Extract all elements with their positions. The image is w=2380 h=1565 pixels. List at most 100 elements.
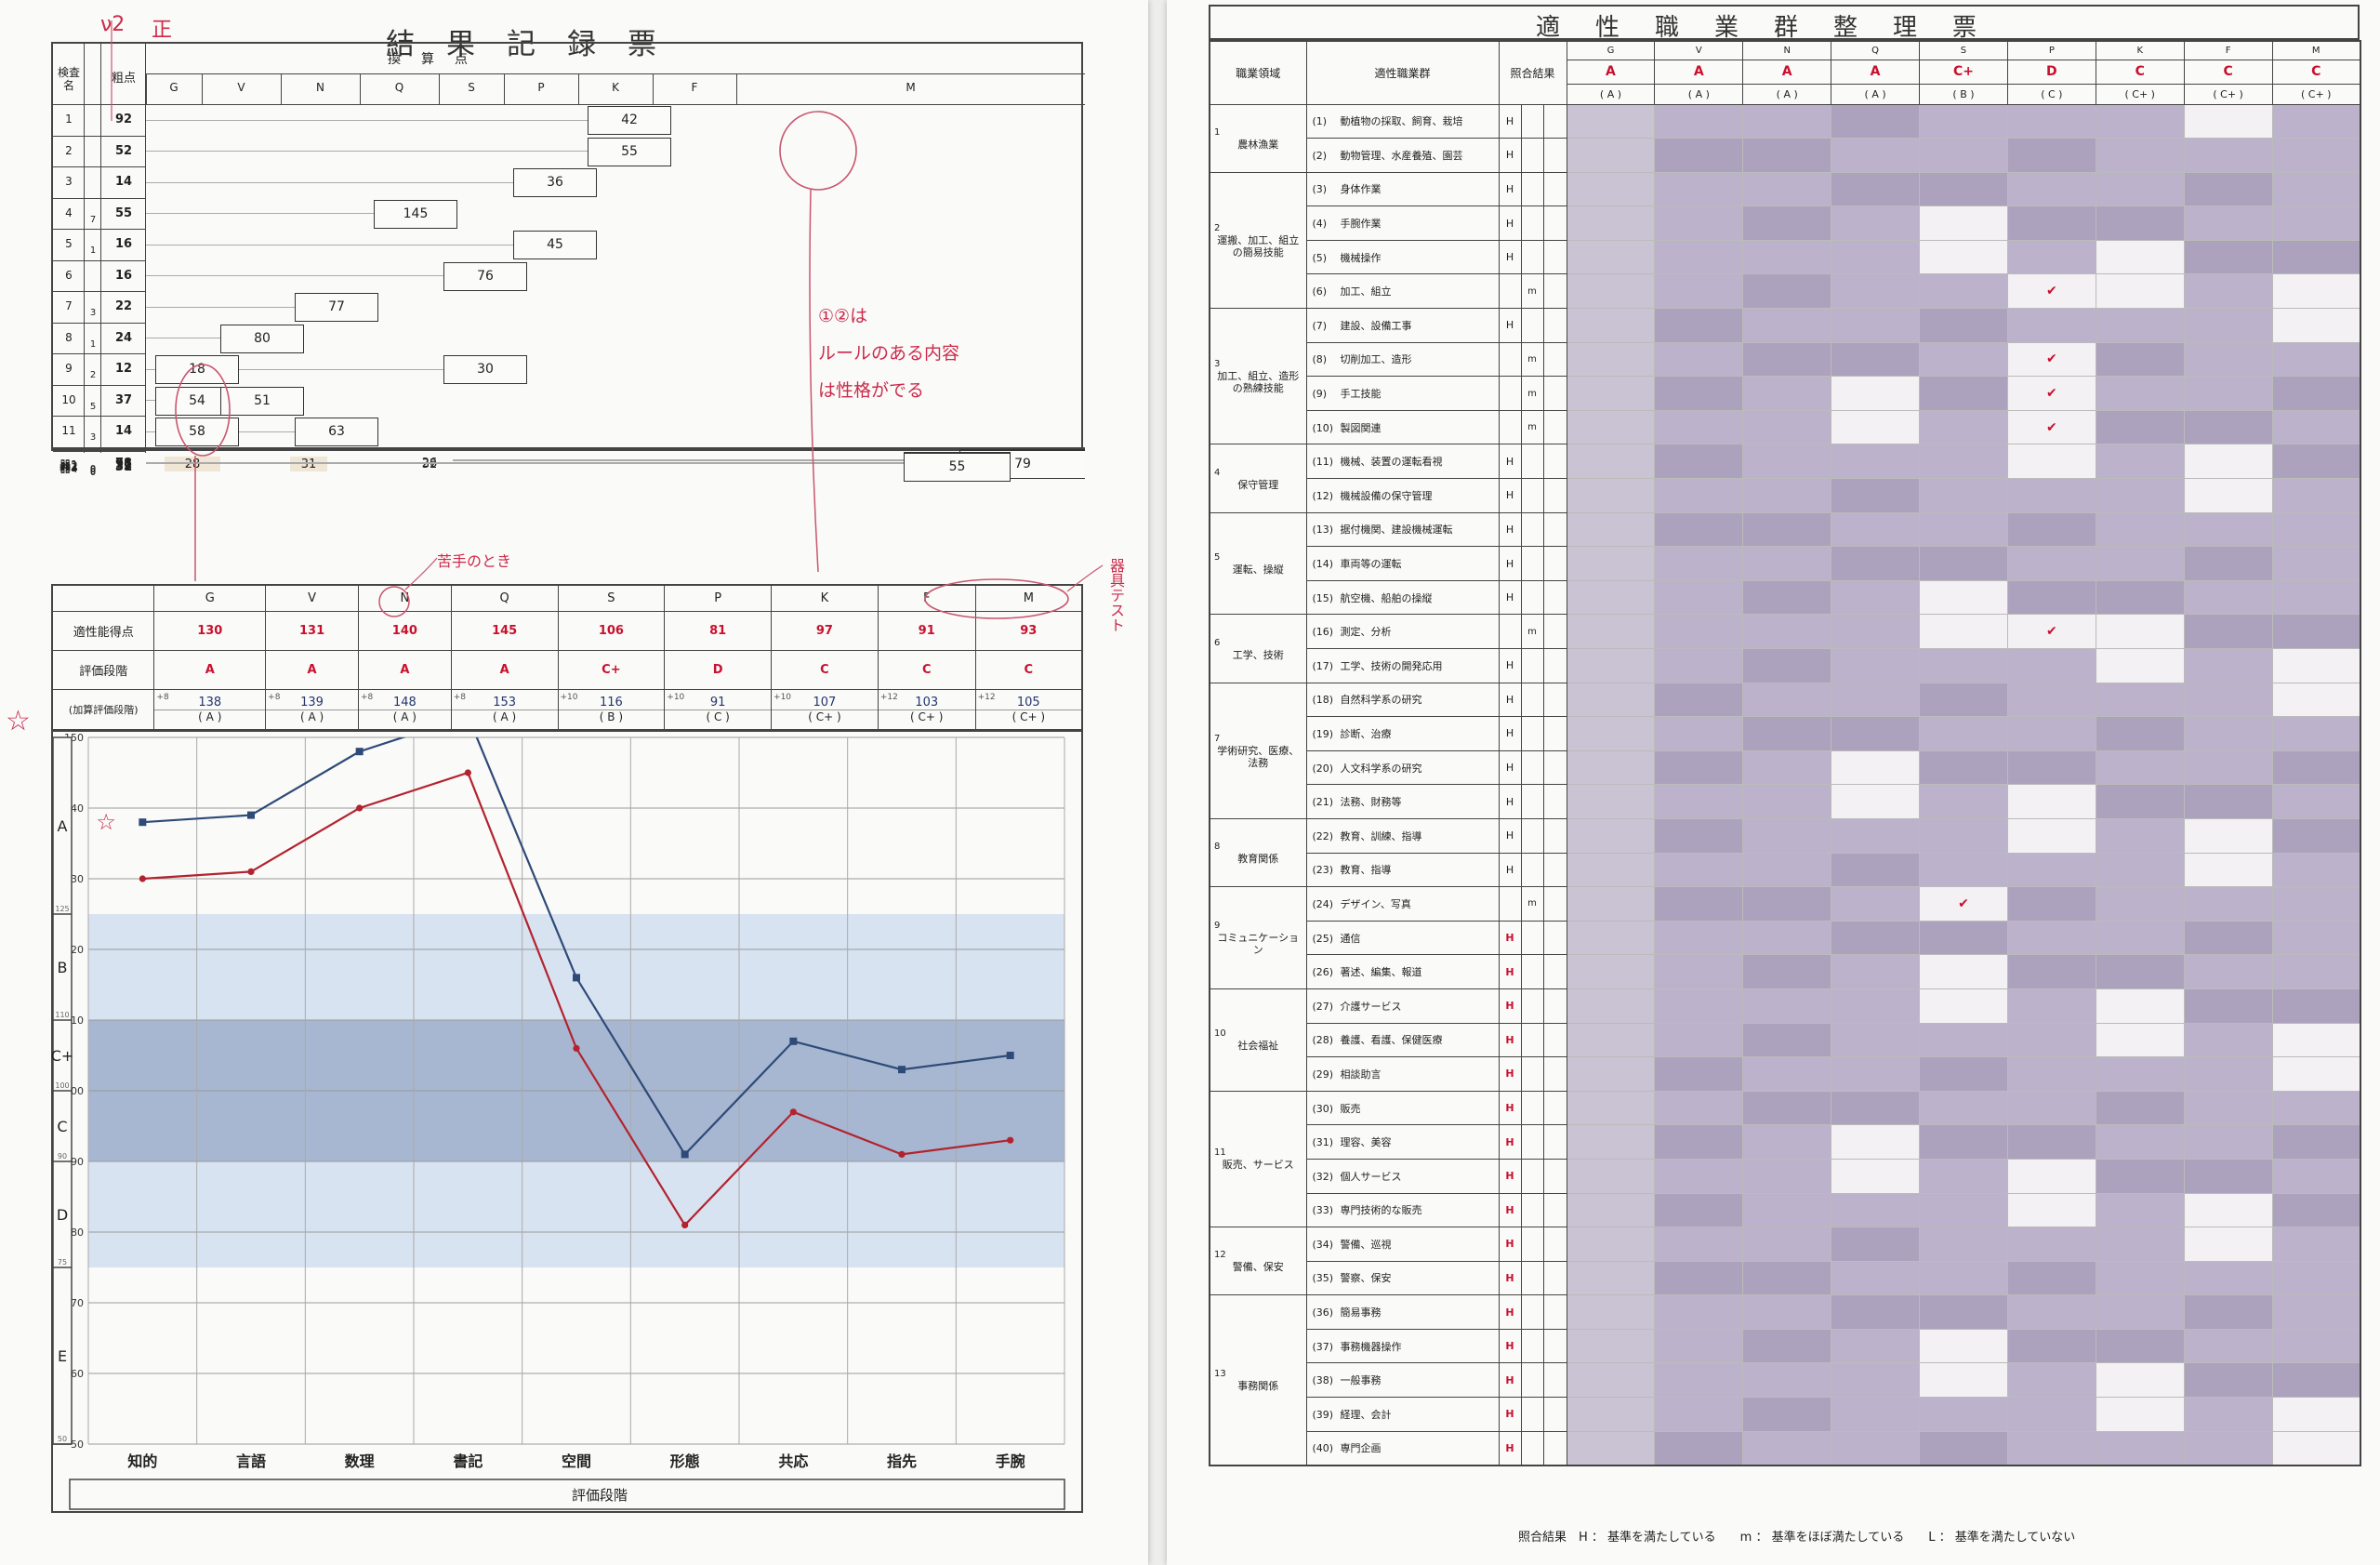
subtest-mid: 7 [89, 214, 97, 225]
match-cell [2271, 171, 2361, 207]
apt-sub-grade: ( A ) [1831, 83, 1921, 105]
score-col-M: M [974, 584, 1083, 612]
field-no: 1 [1214, 126, 1221, 138]
result-m [1520, 784, 1544, 819]
job-group-row: (9) 手工技能 m ✔ [1210, 376, 2361, 411]
match-cell [1919, 1227, 2008, 1262]
match-cell [1654, 206, 1744, 241]
instrument-g: 28 [165, 458, 220, 472]
series-point [898, 1150, 906, 1158]
match-cell [1742, 273, 1832, 310]
check-mark: ✔ [2045, 386, 2057, 402]
subtest-no: 9 [65, 362, 73, 375]
group-no: (15) [1312, 591, 1334, 604]
instrument-no: 器3 [60, 460, 78, 474]
job-group-row: 9 コミュニケーション (24) デザイン、写真 m ✔ [1209, 886, 2361, 989]
field-name: 保守管理 [1237, 478, 1279, 491]
converted-value-N: 77 [295, 293, 378, 322]
match-cell [1919, 1328, 2008, 1364]
apt-sub-grade: ( C+ ) [2271, 83, 2361, 105]
result-h: H [1498, 784, 1522, 819]
check-mark: ✔ [2045, 284, 2057, 299]
converted-value-S: 76 [443, 261, 527, 291]
match-cell [1654, 409, 1744, 445]
score-table: G V N Q S P K F M 適性能得点 130 131 140 145 106 81 97 91 93 評価段… [51, 584, 1083, 731]
match-cell [2006, 1362, 2096, 1399]
match-cell [2183, 1430, 2273, 1466]
match-cell [1742, 1397, 1832, 1432]
match-cell [2183, 273, 2273, 310]
record-title: 結果記録票 [386, 28, 688, 61]
job-group-row: (8) 切削加工、造形 m ✔ [1210, 341, 2361, 378]
series-point [681, 1221, 689, 1228]
match-cell [2183, 920, 2273, 956]
match-cell [2006, 648, 2096, 683]
instrument-raw: 91 [114, 458, 133, 472]
job-group-row: (40) 専門企画 H [1210, 1430, 2361, 1466]
field-name: 運転、操縦 [1232, 564, 1284, 577]
match-cell [1831, 1260, 1921, 1296]
subtest-no: 1 [65, 113, 73, 126]
group-no: (10) [1312, 421, 1334, 434]
match-cell [1654, 1124, 1744, 1160]
match-cell [1919, 1056, 2008, 1092]
match-cell [1742, 579, 1832, 616]
match-cell [1742, 341, 1832, 378]
match-cell [2183, 138, 2273, 173]
instrument-mid: 0 [89, 465, 97, 476]
grade-tick: 125 [55, 905, 69, 913]
job-group-row: (17) 工学、技術の開発応用 H [1210, 648, 2361, 683]
field-name: 学術研究、医療、法務 [1217, 744, 1300, 769]
result-h: H [1498, 682, 1522, 718]
apt-sub-grade: ( A ) [1742, 83, 1832, 105]
match-cell [1742, 1090, 1832, 1126]
converted-value-S: 30 [443, 355, 527, 384]
group-name: 切削加工、造形 [1340, 353, 1412, 366]
match-cell [1831, 1397, 1921, 1432]
job-group-row: 8 教育関係 (22) 教育、訓練、指導 H [1209, 817, 2361, 888]
field-no: 11 [1214, 1147, 1226, 1159]
job-group-row: (29) 相談助言 H [1210, 1056, 2361, 1092]
subtest-mid: 1 [89, 245, 97, 256]
match-cell [1654, 1227, 1744, 1262]
match-cell [2271, 1430, 2361, 1466]
grade-letter: A [58, 817, 68, 835]
result-m [1520, 1430, 1544, 1466]
instrument-no: 器2 [60, 459, 78, 473]
group-name: 加工、組立 [1340, 285, 1392, 298]
match-cell [1654, 1022, 1744, 1058]
y-tick-label: 60 [71, 1368, 84, 1380]
match-cell [1919, 138, 2008, 173]
match-cell [1566, 341, 1656, 378]
match-cell [2183, 579, 2273, 616]
match-cell [2271, 239, 2361, 275]
match-cell [1831, 171, 1921, 207]
match-cell [2271, 920, 2361, 956]
match-cell [1919, 1294, 2008, 1330]
result-m [1520, 239, 1544, 275]
match-cell [1566, 1260, 1656, 1296]
job-group-row: 3 加工、組立、造形の熟練技能 (7) 建設、設備工事 H [1209, 308, 2361, 445]
match-cell [1654, 648, 1744, 683]
match-cell [2095, 409, 2185, 445]
match-cell [2271, 376, 2361, 411]
apt-grade: A [1742, 59, 1832, 85]
apt-grade: A [1831, 59, 1921, 85]
score-col-S: S [557, 584, 666, 612]
apt-col-F: F [691, 81, 698, 94]
match-cell [2006, 817, 2096, 854]
match-cell [1566, 546, 1656, 581]
match-cell [2095, 579, 2185, 616]
result-m: m [1520, 409, 1544, 445]
result-m [1520, 852, 1544, 888]
adj-grade: ( C+ ) [976, 709, 1082, 723]
match-cell [1742, 784, 1832, 819]
subtest-no: 11 [61, 424, 76, 437]
adj-grade: ( A ) [359, 709, 451, 723]
apt-sub-grade: ( A ) [1566, 83, 1656, 105]
match-cell [1654, 817, 1744, 854]
converted-value-V: 51 [220, 386, 304, 416]
apt-col-P: P [537, 81, 545, 94]
match-cell [1566, 988, 1656, 1024]
